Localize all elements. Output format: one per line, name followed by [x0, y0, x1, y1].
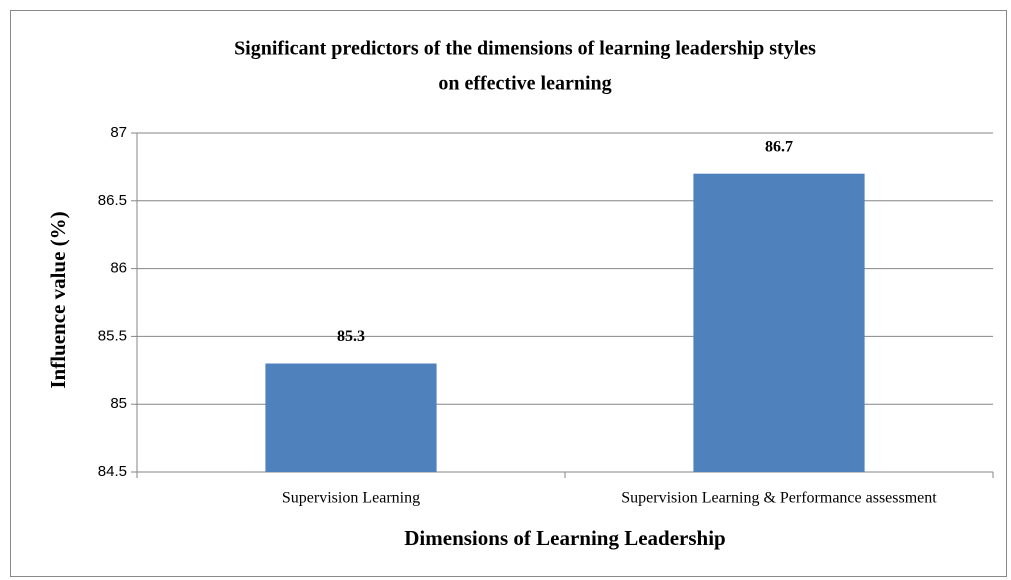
- y-tick-label: 84.5: [98, 463, 127, 480]
- y-tick-label: 86: [110, 260, 127, 277]
- data-label: 85.3: [337, 328, 365, 345]
- y-axis-title: Influence value (%): [46, 211, 70, 388]
- bar: [265, 363, 437, 472]
- data-label: 86.7: [765, 138, 793, 155]
- chart-title: on effective learning: [438, 73, 611, 95]
- y-tick-label: 85: [110, 395, 127, 412]
- x-axis-title: Dimensions of Learning Leadership: [404, 526, 725, 550]
- chart-title: Significant predictors of the dimensions…: [234, 38, 816, 60]
- x-tick-label: Supervision Learning & Performance asses…: [621, 490, 937, 507]
- x-tick-label: Supervision Learning: [282, 490, 420, 507]
- y-tick-label: 85.5: [98, 327, 127, 344]
- bar: [693, 173, 865, 472]
- y-tick-label: 87: [110, 124, 127, 141]
- y-tick-label: 86.5: [98, 192, 127, 209]
